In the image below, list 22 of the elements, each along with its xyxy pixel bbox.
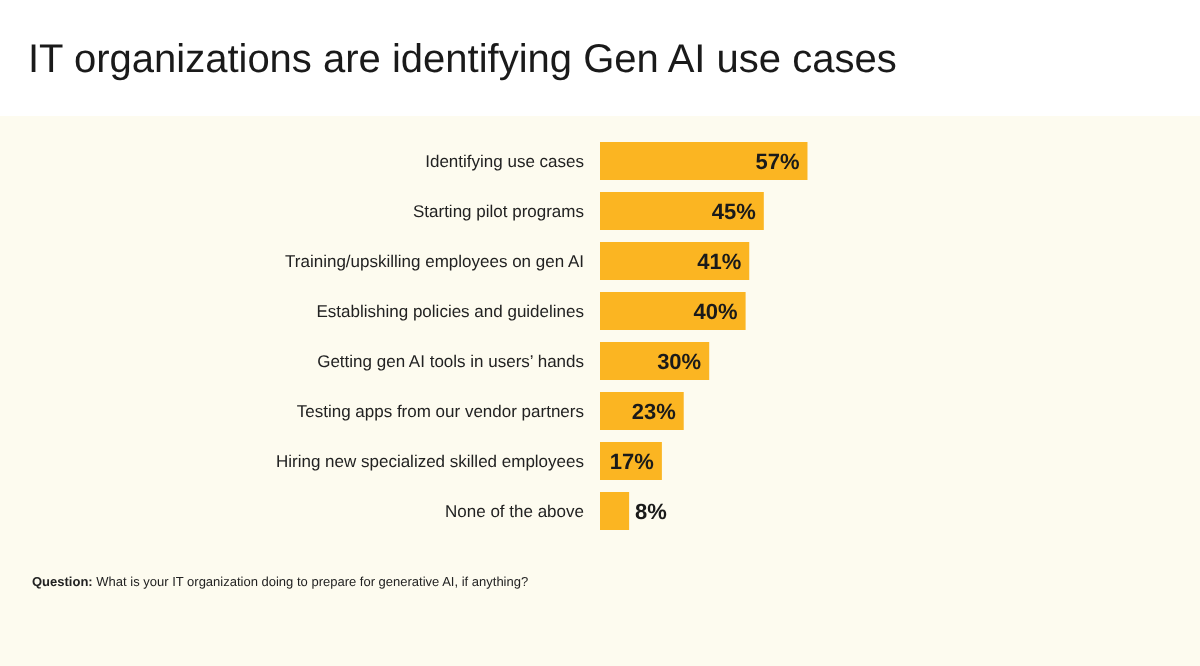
y-tick-label: Testing apps from our vendor partners (296, 400, 584, 421)
data-label: 45% (711, 200, 757, 225)
data-label: 8% (635, 500, 668, 525)
y-tick-label: Hiring new specialized skilled employees (275, 450, 584, 471)
y-tick-label: None of the above (445, 500, 585, 521)
bar (600, 192, 764, 230)
chart-title: IT organizations are identifying Gen AI use cases (28, 38, 897, 82)
data-label: 40% (693, 300, 739, 325)
y-tick-label: Identifying use cases (425, 150, 584, 171)
data-label: 57% (755, 150, 800, 175)
bar (600, 492, 630, 530)
y-tick-label: Training/upskilling employees on gen AI (285, 250, 584, 271)
y-tick-label: Establishing policies and guidelines (316, 300, 584, 321)
y-tick-label: Getting gen AI tools in users’ hands (317, 350, 584, 371)
data-label: 23% (631, 400, 677, 425)
data-label: 30% (657, 350, 702, 375)
data-label: 41% (697, 250, 742, 275)
bar (600, 142, 808, 180)
data-label: 17% (609, 450, 655, 475)
bar (600, 242, 750, 280)
y-tick-label: Starting pilot programs (412, 200, 584, 221)
bar (600, 292, 746, 330)
